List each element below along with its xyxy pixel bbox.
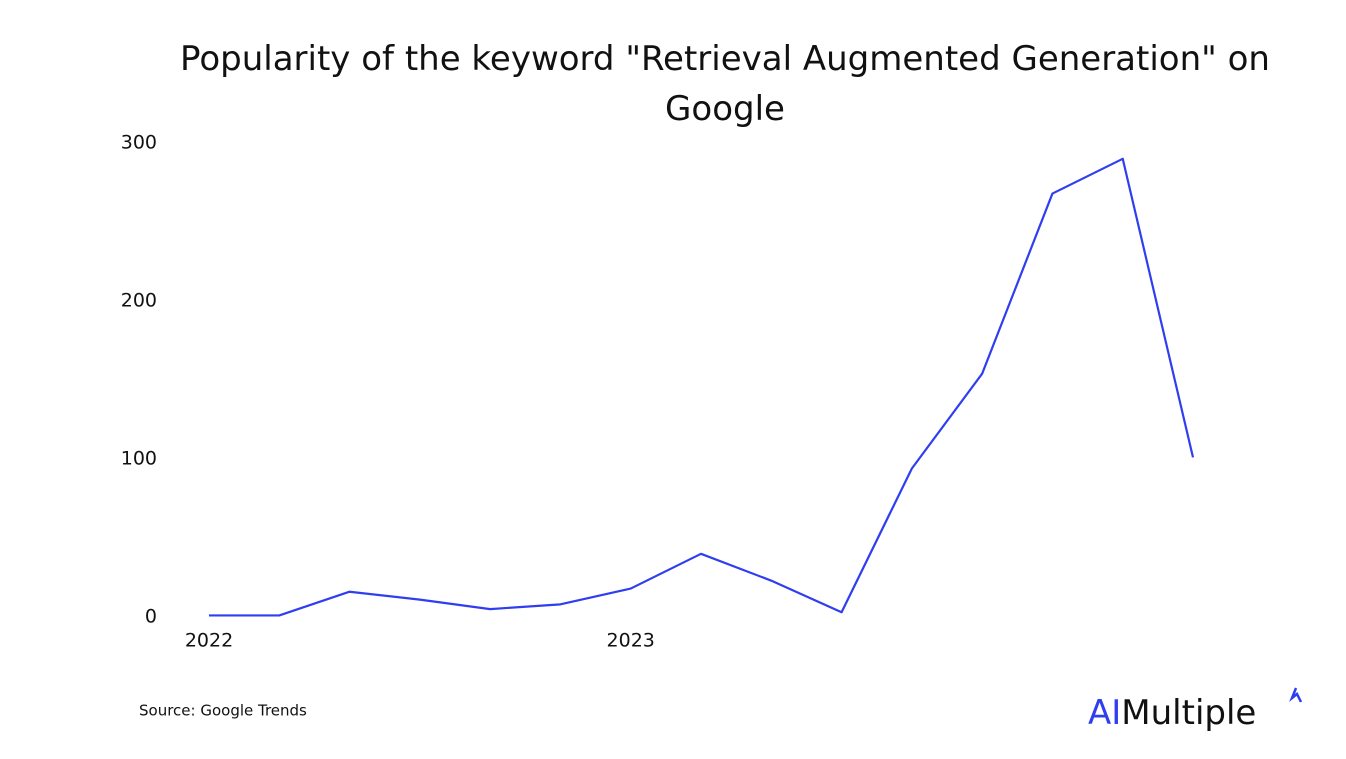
y-tick-label: 100 (121, 448, 157, 470)
y-tick-label: 300 (121, 132, 157, 154)
chart-title: Popularity of the keyword "Retrieval Aug… (180, 39, 1270, 129)
source-note: Source: Google Trends (139, 702, 307, 720)
logo-rest: Multiple (1121, 693, 1256, 733)
line-series (209, 157, 1195, 617)
logo-accent: AI (1088, 693, 1121, 733)
y-tick-label: 0 (145, 606, 157, 628)
y-tick-label: 200 (121, 290, 157, 312)
x-tick-label: 2023 (607, 630, 655, 652)
logo-mark (1289, 687, 1303, 703)
logo: AIMultiple (1088, 693, 1256, 733)
x-tick-label: 2022 (185, 630, 233, 652)
